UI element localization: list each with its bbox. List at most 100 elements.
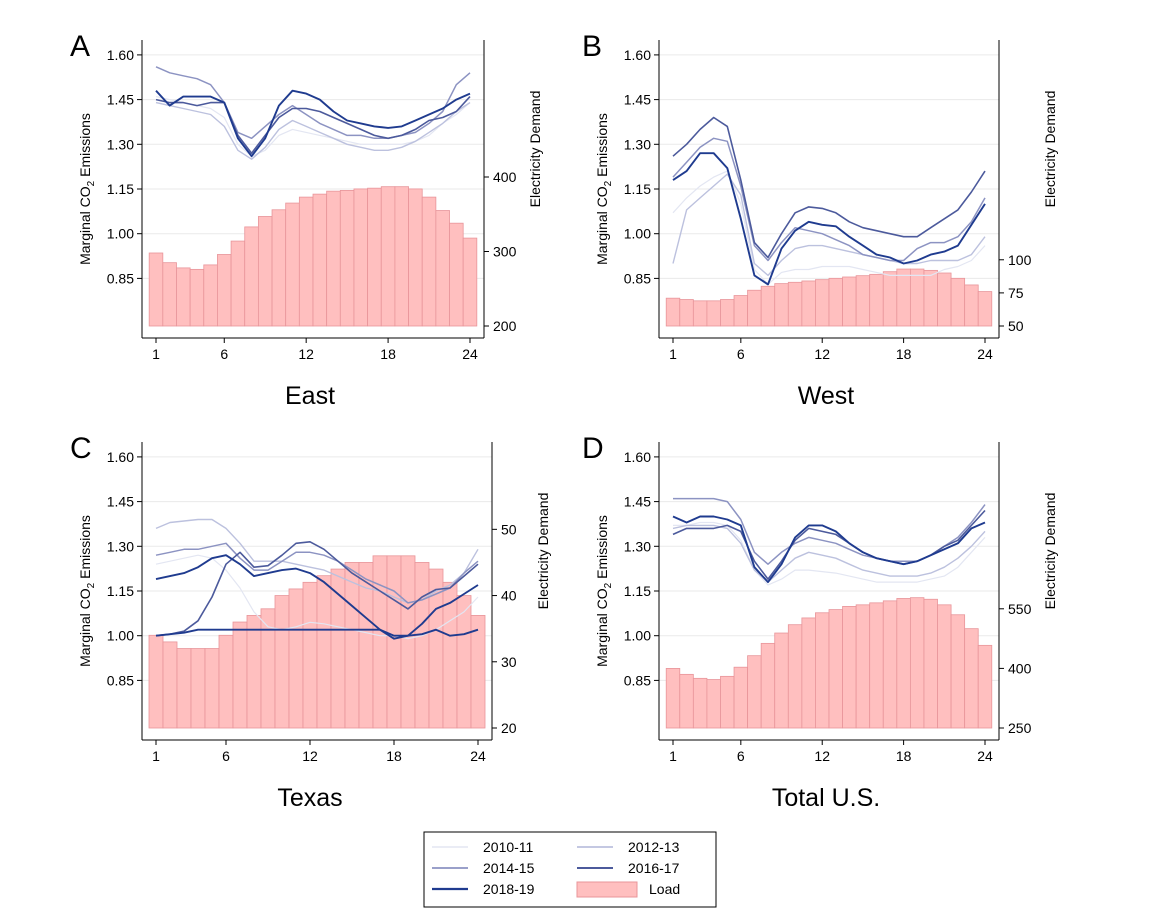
- load-bar: [896, 268, 911, 327]
- load-bar: [977, 644, 993, 729]
- load-bar: [706, 679, 721, 729]
- load-bar: [977, 291, 993, 327]
- series-line-2010-11: [155, 96, 471, 157]
- left-axis-label: Marginal CO2 Emissions: [594, 113, 614, 265]
- load-bar: [747, 655, 762, 729]
- x-tick-label: 1: [152, 748, 160, 764]
- load-bar: [964, 628, 979, 729]
- legend-label: Load: [649, 881, 680, 897]
- load-bar: [203, 264, 218, 327]
- load-bar: [176, 648, 192, 729]
- series-line-2018-19: [155, 89, 471, 158]
- right-tick-label: 20: [501, 720, 517, 736]
- x-tick-label: 1: [669, 748, 677, 764]
- panel-letter: B: [582, 30, 602, 63]
- load-bar: [665, 297, 681, 327]
- x-tick-label: 24: [977, 748, 993, 764]
- load-bar: [344, 562, 360, 729]
- load-bar: [339, 190, 355, 327]
- load-bar: [909, 268, 925, 327]
- x-tick-label: 18: [380, 346, 396, 362]
- left-tick-label: 1.00: [107, 628, 134, 644]
- legend-label: 2014-15: [483, 860, 535, 876]
- panel-letter: C: [70, 432, 92, 465]
- load-bar: [204, 648, 220, 729]
- x-tick-label: 24: [977, 346, 993, 362]
- panel-total-u-s-: 1.60 1.45 1.30 1.15 1.00 0.85 250 400 550 1 6 12 18 2…: [582, 432, 1058, 812]
- right-tick-label: 400: [493, 169, 517, 185]
- load-bar: [869, 602, 884, 729]
- left-tick-label: 1.00: [624, 226, 651, 242]
- right-tick-label: 75: [1008, 285, 1024, 301]
- legend-label: 2018-19: [483, 881, 535, 897]
- load-bar: [394, 186, 409, 327]
- series-line-2016-17: [672, 509, 986, 580]
- load-bar: [380, 186, 396, 327]
- x-tick-label: 6: [220, 346, 228, 362]
- load-bar: [720, 299, 735, 327]
- load-bar: [408, 188, 423, 327]
- load-bar: [923, 598, 938, 729]
- panel-title: Texas: [277, 784, 342, 812]
- left-tick-label: 1.15: [624, 181, 651, 197]
- load-bar: [801, 280, 816, 327]
- panel-title: East: [285, 382, 335, 410]
- load-bar: [869, 273, 884, 327]
- series-line-2016-17: [155, 96, 471, 154]
- load-bar: [246, 615, 262, 729]
- load-bar: [882, 600, 898, 729]
- series-line-2012-13: [155, 101, 471, 160]
- left-tick-label: 1.45: [107, 92, 134, 108]
- right-tick-label: 50: [1008, 318, 1024, 334]
- right-tick-label: 30: [501, 654, 517, 670]
- load-bar: [271, 209, 287, 327]
- left-tick-label: 1.60: [624, 47, 651, 63]
- left-tick-label: 1.00: [624, 628, 651, 644]
- load-bar: [815, 279, 830, 327]
- left-tick-label: 1.30: [107, 538, 134, 554]
- load-bar: [855, 604, 871, 729]
- left-tick-label: 1.15: [107, 583, 134, 599]
- right-tick-label: 250: [1008, 720, 1032, 736]
- load-bar: [435, 210, 450, 327]
- load-bar: [882, 271, 898, 327]
- left-tick-label: 1.60: [107, 47, 134, 63]
- left-tick-label: 1.45: [624, 494, 651, 510]
- load-bar: [950, 277, 966, 327]
- load-bar: [449, 222, 464, 327]
- load-bar: [787, 624, 803, 729]
- x-tick-label: 18: [386, 748, 402, 764]
- load-bar: [815, 612, 830, 729]
- load-bar: [232, 621, 248, 729]
- right-tick-label: 40: [501, 588, 517, 604]
- series-line-2018-19: [672, 152, 986, 286]
- left-tick-label: 0.85: [107, 672, 134, 688]
- load-bar: [148, 634, 164, 729]
- left-tick-label: 1.30: [107, 136, 134, 152]
- load-bar: [218, 634, 234, 729]
- load-bar: [274, 595, 290, 729]
- left-tick-label: 1.30: [624, 538, 651, 554]
- load-bar: [964, 284, 979, 327]
- load-bar: [842, 606, 857, 729]
- load-bar: [774, 632, 789, 729]
- left-tick-label: 1.15: [107, 181, 134, 197]
- load-bar: [326, 190, 341, 327]
- right-tick-label: 200: [493, 318, 517, 334]
- load-bar: [316, 575, 332, 729]
- panel-title: Total U.S.: [772, 784, 880, 812]
- load-bar: [400, 555, 416, 729]
- series-line-extra: [155, 628, 479, 637]
- x-tick-label: 12: [814, 346, 830, 362]
- load-bar: [230, 240, 246, 327]
- series-line-2014-15: [673, 497, 986, 565]
- load-bar: [706, 300, 721, 327]
- load-bar: [787, 281, 803, 327]
- right-axis-label: Electricity Demand: [1042, 91, 1058, 208]
- load-bar: [312, 193, 328, 327]
- x-tick-label: 12: [298, 346, 314, 362]
- right-axis-label: Electricity Demand: [1042, 493, 1058, 610]
- load-bar: [176, 267, 191, 327]
- load-bar: [217, 254, 232, 327]
